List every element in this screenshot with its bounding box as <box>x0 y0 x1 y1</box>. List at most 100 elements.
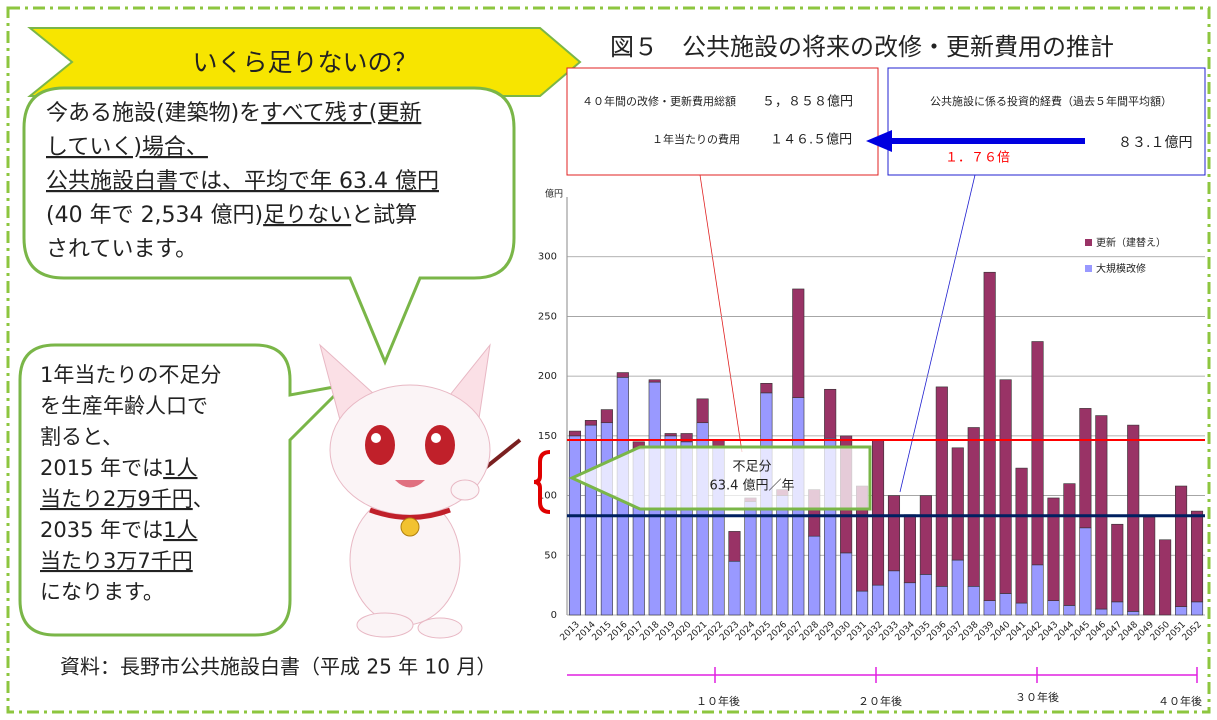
callout-line: されています。 <box>46 237 197 262</box>
bar <box>569 431 580 436</box>
box-value: ５，８５８億円 <box>762 94 853 110</box>
bar <box>1016 603 1027 615</box>
bar <box>808 536 819 615</box>
bar <box>1000 594 1011 615</box>
bar <box>1127 611 1138 615</box>
bar <box>904 515 915 583</box>
bar <box>601 410 612 423</box>
bar <box>1112 602 1123 615</box>
bar <box>585 420 596 425</box>
callout-line: 割ると、 <box>40 425 123 449</box>
infographic: いくら足りないの？ 今ある施設(建築物)をすべて残す(更新していく)場合、公共施… <box>0 0 1217 720</box>
source: 資料：長野市公共施設白書（平成 25 年 10 月） <box>60 655 496 679</box>
timeline-ticks: １０年後 ２０年後 ３０年後 ４０年後 <box>696 667 1202 708</box>
box-label: １年当たりの費用 <box>652 132 740 146</box>
bar <box>1127 425 1138 611</box>
bar <box>1032 565 1043 615</box>
callout-line: 1年当たりの不足分 <box>40 363 221 387</box>
box-label: 公共施設に係る投資的経費（過去５年間平均額） <box>930 94 1172 108</box>
callout-line: と試算 <box>351 203 417 228</box>
page: { "banner": "いくら足りないの？", "callout_1": [[… <box>0 0 1217 720</box>
bar <box>585 425 596 615</box>
bar <box>1112 524 1123 602</box>
bar <box>856 591 867 615</box>
bar <box>968 427 979 586</box>
bar <box>1096 609 1107 615</box>
callout-line: になります。 <box>40 580 164 604</box>
shortfall-label: 63.4 億円／年 <box>709 478 794 494</box>
bar <box>936 586 947 615</box>
box-label: ４０年間の改修・更新費用総額 <box>582 94 736 108</box>
box-value: １４６.５億円 <box>770 132 852 148</box>
timeline-label: ４０年後 <box>1158 694 1202 708</box>
box-value: ８３.１億円 <box>1118 135 1192 151</box>
bar <box>1080 528 1091 615</box>
callout-line: すべて残す(更新 <box>261 101 421 126</box>
bar <box>1159 540 1170 615</box>
timeline-label: ３０年後 <box>1015 690 1059 704</box>
bar <box>697 399 708 423</box>
bar <box>1080 408 1091 527</box>
bar <box>1191 511 1202 602</box>
callout-line: 、 <box>193 487 214 511</box>
bar <box>984 272 995 600</box>
bar <box>729 561 740 615</box>
y-tick-label: 200 <box>538 371 557 382</box>
banner-text: いくら足りないの？ <box>192 48 417 77</box>
bar <box>777 496 788 615</box>
shortfall-label: 不足分 <box>732 460 771 475</box>
ratio: １．７６倍 <box>945 151 1010 166</box>
bar <box>729 531 740 561</box>
y-unit: 億円 <box>545 188 563 200</box>
callout-line: 足りない <box>263 203 351 228</box>
bar <box>1064 484 1075 606</box>
bar <box>1175 486 1186 607</box>
bar <box>1175 607 1186 615</box>
plot: 0501001502002503002013201420152016201720… <box>538 197 1205 643</box>
legend-label: 更新（建替え） <box>1096 236 1166 249</box>
y-tick-label: 250 <box>538 311 557 322</box>
bar <box>904 583 915 615</box>
bar <box>665 433 676 435</box>
bar <box>569 436 580 615</box>
legend-swatch <box>1085 239 1092 246</box>
bar <box>649 380 660 382</box>
invest-box <box>888 68 1205 175</box>
bar <box>601 423 612 615</box>
bar <box>872 585 883 615</box>
callout-line: 公共施設白書では、平均で年 63.4 億円 <box>46 169 439 194</box>
bar <box>952 560 963 615</box>
cat-illustration <box>320 345 520 638</box>
bar <box>1048 601 1059 615</box>
callout-line: していく)場合、 <box>46 135 208 160</box>
bar <box>1000 380 1011 594</box>
bar <box>968 586 979 615</box>
bar <box>1143 517 1154 615</box>
callout-line: 2035 年では <box>40 518 163 542</box>
bar <box>824 389 835 438</box>
bar <box>888 571 899 615</box>
bar <box>745 502 756 615</box>
bar <box>1096 416 1107 609</box>
legend-label: 大規模改修 <box>1096 262 1146 275</box>
bar <box>793 289 804 398</box>
bar <box>1016 468 1027 603</box>
callout-line: 2015 年では <box>40 456 163 480</box>
bar <box>1064 605 1075 615</box>
callout-line: 今ある施設(建築物)を <box>46 101 261 126</box>
callout-line: (40 年で 2,534 億円) <box>46 203 263 228</box>
bar <box>888 496 899 571</box>
callout-line: 当たり3万7千円 <box>40 549 193 573</box>
legend-swatch <box>1085 265 1092 272</box>
shortfall-brace <box>534 452 550 512</box>
bar <box>617 373 628 378</box>
callout-line: 1人 <box>163 518 197 542</box>
timeline-label: ２０年後 <box>858 694 902 708</box>
callout-line: 当たり2万9千円 <box>40 487 193 511</box>
bar <box>984 601 995 615</box>
bar <box>920 496 931 575</box>
bar <box>936 387 947 586</box>
timeline-label: １０年後 <box>696 694 740 708</box>
bar <box>1191 602 1202 615</box>
bar <box>920 574 931 615</box>
